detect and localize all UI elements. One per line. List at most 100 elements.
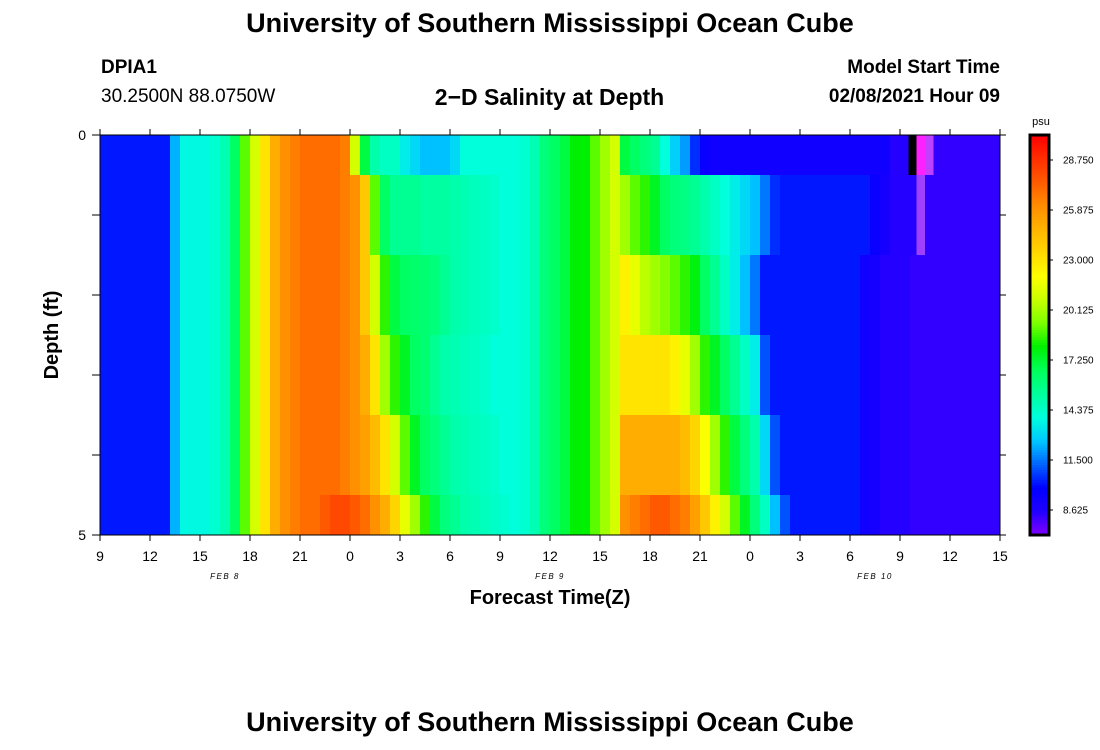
heatmap-cell <box>720 495 731 536</box>
heatmap-cell <box>330 135 341 176</box>
heatmap-cell <box>530 175 541 256</box>
colorbar-segment <box>1030 282 1049 286</box>
heatmap-cell <box>740 255 751 336</box>
colorbar-segment <box>1030 195 1049 199</box>
heatmap-cell <box>970 175 981 256</box>
colorbar-segment <box>1030 495 1049 499</box>
heatmap-cell <box>770 135 781 176</box>
colorbar-segment <box>1030 197 1049 201</box>
heatmap-cell <box>980 495 991 536</box>
heatmap-cell <box>580 255 591 336</box>
colorbar-tick-label: 25.875 <box>1063 206 1094 217</box>
heatmap-cell <box>500 255 511 336</box>
heatmap-cell <box>100 415 111 496</box>
heatmap-cell <box>220 255 231 336</box>
colorbar-segment <box>1030 500 1049 504</box>
heatmap-cell <box>440 175 451 256</box>
heatmap-cell <box>650 135 661 176</box>
heatmap-cell <box>900 175 911 256</box>
heatmap-overlay-cell <box>916 135 925 175</box>
heatmap-cell <box>540 135 551 176</box>
colorbar-segment <box>1030 425 1049 429</box>
heatmap-cell <box>330 415 341 496</box>
heatmap-cell <box>360 175 371 256</box>
heatmap-cell <box>740 495 751 536</box>
heatmap-cell <box>680 495 691 536</box>
heatmap-cell <box>470 335 481 416</box>
heatmap-cell <box>880 415 891 496</box>
heatmap-cell <box>670 175 681 256</box>
heatmap-cell <box>280 335 291 416</box>
heatmap-cell <box>590 495 601 536</box>
heatmap-cell <box>180 415 191 496</box>
colorbar-segment <box>1030 237 1049 241</box>
heatmap-cell <box>830 495 841 536</box>
heatmap-cell <box>990 175 1001 256</box>
heatmap-cell <box>250 135 261 176</box>
heatmap-cell <box>340 175 351 256</box>
heatmap-cell <box>800 175 811 256</box>
heatmap-cell <box>830 335 841 416</box>
heatmap-cell <box>110 175 121 256</box>
heatmap-cell <box>690 255 701 336</box>
heatmap-cell <box>210 175 221 256</box>
heatmap-cell <box>180 335 191 416</box>
heatmap-cell <box>290 175 301 256</box>
heatmap-cell <box>580 495 591 536</box>
heatmap-cell <box>690 175 701 256</box>
heatmap-cell <box>700 175 711 256</box>
heatmap-cell <box>590 255 601 336</box>
colorbar-segment <box>1030 440 1049 444</box>
x-tick-label: 9 <box>896 548 904 564</box>
colorbar-segment <box>1030 170 1049 174</box>
colorbar-segment <box>1030 467 1049 471</box>
heatmap-cell <box>340 415 351 496</box>
heatmap-cell <box>650 335 661 416</box>
heatmap-cell <box>260 255 271 336</box>
colorbar-segment <box>1030 232 1049 236</box>
heatmap-cell <box>350 255 361 336</box>
heatmap-cell <box>190 335 201 416</box>
colorbar-segment <box>1030 142 1049 146</box>
heatmap-cell <box>190 415 201 496</box>
heatmap-cell <box>550 175 561 256</box>
heatmap-cell <box>840 415 851 496</box>
heatmap-cell <box>520 415 531 496</box>
heatmap-cell <box>880 335 891 416</box>
heatmap-cell <box>350 495 361 536</box>
heatmap-cell <box>660 335 671 416</box>
heatmap-cell <box>680 175 691 256</box>
heatmap-cell <box>370 175 381 256</box>
heatmap-cell <box>960 135 971 176</box>
heatmap-cell <box>780 415 791 496</box>
heatmap-cell <box>390 335 401 416</box>
x-tick-label: 9 <box>96 548 104 564</box>
heatmap-cell <box>750 335 761 416</box>
x-tick-label: 6 <box>446 548 454 564</box>
colorbar-segment <box>1030 332 1049 336</box>
heatmap-cell <box>240 135 251 176</box>
heatmap-cell <box>560 335 571 416</box>
colorbar-segment <box>1030 482 1049 486</box>
heatmap-cell <box>340 135 351 176</box>
heatmap-cell <box>730 135 741 176</box>
heatmap-cell <box>850 255 861 336</box>
heatmap-cell <box>210 255 221 336</box>
colorbar-segment <box>1030 187 1049 191</box>
heatmap-cell <box>730 495 741 536</box>
heatmap-cell <box>760 135 771 176</box>
heatmap-cell <box>900 335 911 416</box>
colorbar-segment <box>1030 285 1049 289</box>
heatmap-cell <box>600 415 611 496</box>
heatmap-cell <box>940 255 951 336</box>
heatmap-cell <box>100 255 111 336</box>
colorbar-segment <box>1030 217 1049 221</box>
model-start-label: Model Start Time <box>847 57 1000 78</box>
heatmap-cell <box>640 175 651 256</box>
heatmap-cell <box>360 495 371 536</box>
heatmap-cell <box>100 495 111 536</box>
heatmap-cell <box>220 495 231 536</box>
colorbar-tick-label: 20.125 <box>1063 306 1094 317</box>
colorbar-segment <box>1030 337 1049 341</box>
heatmap-cell <box>250 255 261 336</box>
